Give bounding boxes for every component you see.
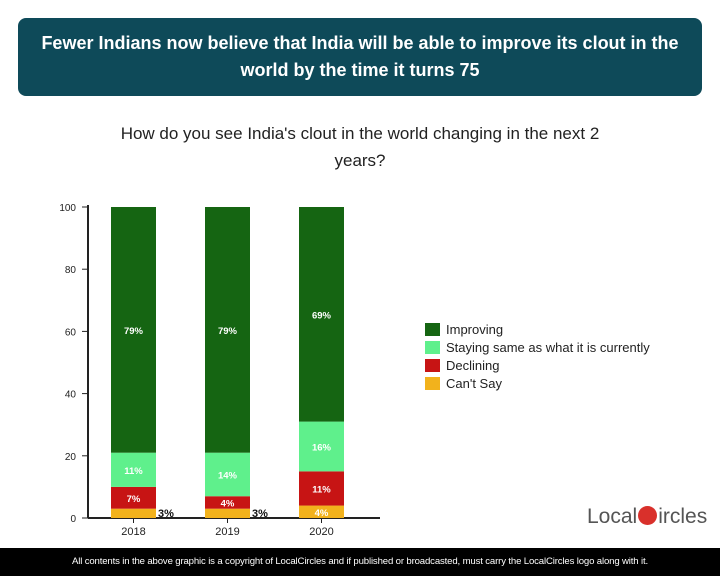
bar-segment bbox=[111, 508, 156, 518]
bar-segment bbox=[299, 421, 344, 472]
data-label: 3% bbox=[158, 508, 174, 520]
y-tick-label: 60 bbox=[65, 327, 77, 338]
x-tick-label: 2018 bbox=[121, 526, 145, 538]
legend-item: Staying same as what it is currently bbox=[425, 338, 710, 356]
bar-segment bbox=[205, 207, 250, 453]
x-tick-label: 2019 bbox=[215, 526, 239, 538]
bar-segment bbox=[205, 508, 250, 518]
y-tick-label: 100 bbox=[59, 203, 76, 214]
chart-title: How do you see India's clout in the worl… bbox=[120, 124, 600, 170]
data-label: 16% bbox=[312, 442, 332, 453]
localcircles-logo: Local ircles bbox=[587, 505, 708, 528]
y-tick-label: 80 bbox=[65, 265, 77, 276]
bar-segment bbox=[299, 207, 344, 422]
data-label: 4% bbox=[221, 498, 235, 509]
data-label: 4% bbox=[315, 508, 329, 519]
legend-item: Can't Say bbox=[425, 374, 710, 392]
map-pin-icon bbox=[638, 506, 658, 525]
legend-swatch bbox=[425, 376, 440, 390]
data-label: 79% bbox=[124, 326, 144, 337]
legend-label: Declining bbox=[446, 357, 500, 373]
copyright-text: All contents in the above graphic is a c… bbox=[71, 556, 649, 567]
data-label: 14% bbox=[218, 470, 238, 481]
data-label: 69% bbox=[312, 310, 332, 321]
y-tick-label: 40 bbox=[65, 390, 77, 401]
copyright-footer: All contents in the above graphic is a c… bbox=[0, 548, 720, 576]
legend-swatch bbox=[425, 340, 440, 354]
bar-segment bbox=[111, 486, 156, 509]
bar-segment bbox=[205, 452, 250, 497]
legend-swatch bbox=[425, 358, 440, 372]
data-label: 11% bbox=[124, 466, 143, 477]
legend-item: Improving bbox=[425, 320, 710, 338]
data-label: 79% bbox=[218, 326, 238, 337]
y-tick-label: 20 bbox=[65, 452, 77, 463]
legend-swatch bbox=[425, 322, 440, 336]
data-label: 7% bbox=[127, 494, 141, 505]
data-label: 3% bbox=[252, 508, 268, 520]
legend-label: Staying same as what it is currently bbox=[446, 339, 650, 355]
data-label: 11% bbox=[312, 484, 331, 495]
bar-segment bbox=[111, 207, 156, 453]
legend-label: Can't Say bbox=[446, 375, 502, 391]
bar-segment bbox=[299, 471, 344, 506]
bar-segment bbox=[205, 496, 250, 509]
bar-segment bbox=[111, 452, 156, 487]
x-tick-label: 2020 bbox=[309, 526, 333, 538]
legend-label: Improving bbox=[446, 321, 504, 337]
legend: Improving Staying same as what it is curr… bbox=[425, 320, 710, 392]
bar-segment bbox=[299, 505, 344, 518]
headline: Fewer Indians now believe that India wil… bbox=[41, 33, 679, 80]
title-banner: Fewer Indians now believe that India wil… bbox=[18, 18, 702, 96]
legend-item: Declining bbox=[425, 356, 710, 374]
y-tick-label: 0 bbox=[70, 514, 76, 525]
